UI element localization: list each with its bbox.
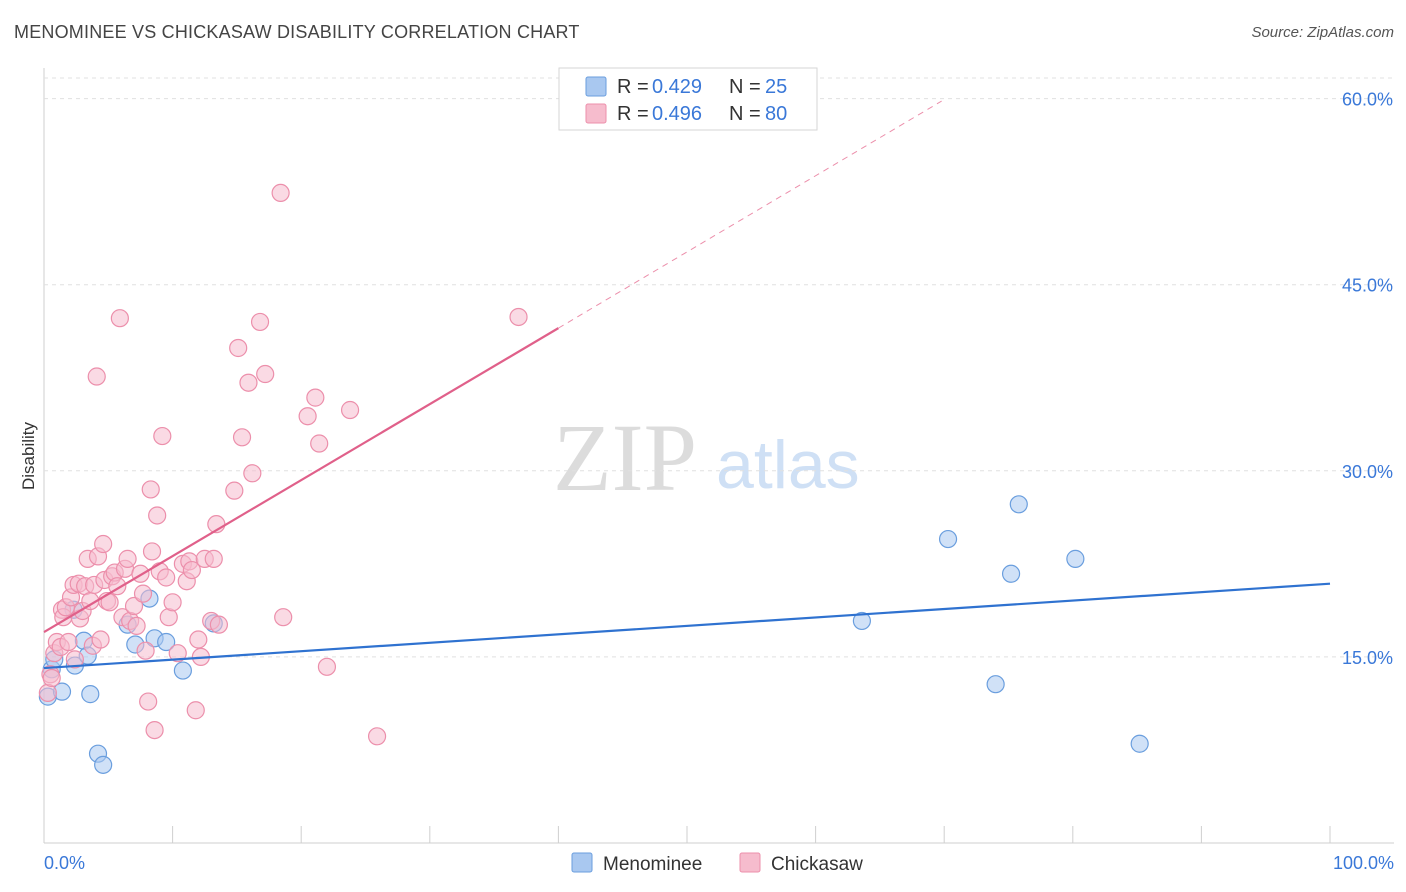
bottom-legend-label-chickasaw: Chickasaw: [771, 854, 863, 875]
chickasaw-point: [310, 434, 329, 453]
chickasaw-point: [250, 312, 270, 332]
bottom-legend-label-menominee: Menominee: [603, 854, 702, 875]
menominee-point: [938, 529, 958, 549]
y-tick-label: 30.0%: [1342, 462, 1393, 482]
menominee-point: [94, 755, 113, 774]
y-tick-label-layer: 15.0% 30.0% 45.0% 60.0%: [1342, 90, 1393, 668]
chickasaw-point: [157, 568, 176, 587]
legend-r-label-menominee: R =: [617, 76, 649, 98]
chickasaw-point: [168, 644, 187, 663]
chickasaw-point: [163, 593, 182, 612]
chickasaw-point: [148, 506, 167, 525]
legend-r-value-chickasaw: 0.496: [652, 103, 702, 125]
menominee-point: [173, 661, 192, 680]
trend-layer: [43, 100, 1331, 670]
chickasaw-point: [189, 630, 208, 649]
chickasaw-trend-line: [43, 327, 559, 634]
chickasaw-point: [118, 549, 137, 568]
chickasaw-point: [91, 630, 110, 649]
chickasaw-point: [306, 388, 325, 407]
legend-swatch-chickasaw: [585, 103, 607, 124]
grid-layer: [44, 77, 1394, 658]
menominee-point: [157, 632, 176, 652]
x-tick-label-max: 100.0%: [1333, 853, 1394, 873]
y-tick-label: 15.0%: [1342, 648, 1393, 668]
bottom-legend: Menominee Chickasaw: [571, 852, 863, 875]
chickasaw-point: [42, 668, 61, 688]
legend-n-label-menominee: N =: [729, 76, 761, 98]
chickasaw-point: [110, 309, 129, 328]
chickasaw-point: [232, 428, 252, 447]
y-axis-label: Disability: [19, 421, 38, 490]
chickasaw-point: [38, 683, 57, 702]
chickasaw-point: [298, 407, 317, 426]
chickasaw-point: [59, 632, 78, 652]
watermark-atlas: atlas: [716, 427, 860, 503]
menominee-point: [852, 611, 871, 631]
chickasaw-trend-extension: [558, 100, 942, 329]
chickasaw-point: [87, 367, 106, 386]
legend-n-value-menominee: 25: [765, 76, 787, 98]
x-tick-label-min: 0.0%: [44, 853, 85, 873]
menominee-point: [986, 675, 1005, 694]
chickasaw-point: [142, 542, 162, 561]
chickasaw-point: [145, 721, 164, 740]
chickasaw-point: [159, 608, 178, 627]
chickasaw-point: [127, 616, 146, 635]
chickasaw-point: [243, 464, 262, 483]
chickasaw-point: [239, 373, 258, 392]
chickasaw-point: [186, 701, 205, 720]
chickasaw-point: [94, 534, 113, 554]
menominee-trend-line: [43, 582, 1331, 670]
source-label: Source: ZipAtlas.com: [1251, 24, 1394, 41]
chickasaw-point: [209, 615, 228, 634]
chickasaw-point: [204, 549, 223, 568]
chickasaw-point: [133, 584, 153, 603]
legend-box: R = 0.429 N = 25 R = 0.496 N = 80: [558, 67, 818, 131]
chickasaw-point: [367, 727, 387, 746]
y-tick-label: 45.0%: [1342, 276, 1393, 296]
chickasaw-point: [141, 480, 160, 499]
y-tick-label: 60.0%: [1342, 90, 1393, 110]
chickasaw-points: [38, 183, 528, 746]
chickasaw-point: [509, 307, 528, 327]
legend-r-label-chickasaw: R =: [617, 103, 649, 125]
menominee-point: [1001, 564, 1021, 583]
chickasaw-point: [229, 338, 248, 358]
chickasaw-point: [274, 608, 293, 627]
menominee-point: [81, 685, 100, 704]
x-tick-layer: [172, 826, 1331, 843]
chickasaw-point: [225, 481, 244, 500]
watermark-zip: ZIP: [553, 404, 697, 511]
chickasaw-point: [340, 400, 360, 420]
menominee-point: [1066, 549, 1085, 568]
legend-n-value-chickasaw: 80: [765, 103, 787, 125]
chickasaw-point: [317, 657, 337, 676]
chickasaw-point: [139, 692, 158, 711]
bottom-legend-swatch-menominee: [571, 852, 593, 873]
chickasaw-point: [153, 426, 172, 446]
menominee-point: [1009, 495, 1028, 514]
bottom-legend-swatch-chickasaw: [739, 852, 761, 873]
legend-r-value-menominee: 0.429: [652, 76, 702, 98]
chickasaw-point: [65, 650, 84, 669]
chickasaw-point: [271, 183, 290, 202]
legend-n-label-chickasaw: N =: [729, 103, 761, 125]
menominee-point: [1130, 734, 1149, 753]
chickasaw-point: [182, 560, 201, 580]
chickasaw-point: [124, 596, 144, 616]
chickasaw-point: [256, 364, 275, 384]
legend-swatch-menominee: [585, 76, 607, 97]
chart-title: MENOMINEE VS CHICKASAW DISABILITY CORREL…: [14, 22, 580, 42]
chickasaw-point: [136, 641, 155, 660]
